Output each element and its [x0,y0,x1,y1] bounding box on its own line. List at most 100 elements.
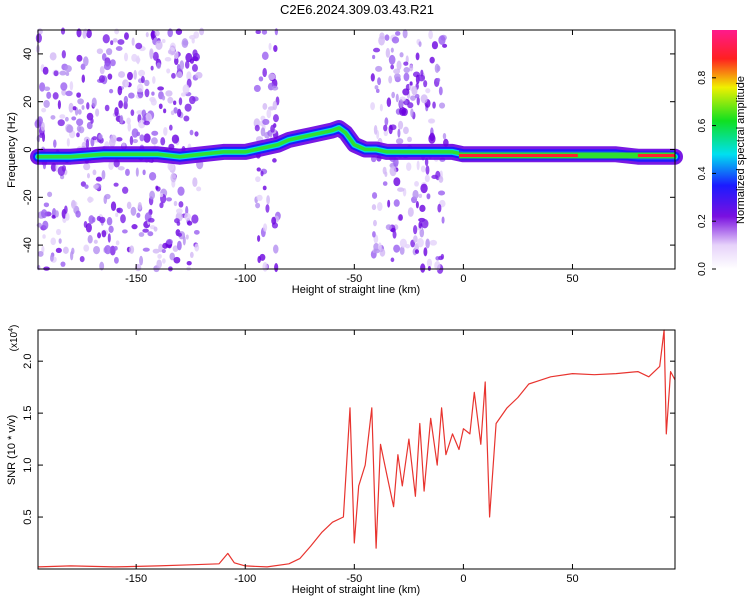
noise-dot [403,126,409,135]
noise-dot [83,56,89,67]
noise-dot [379,103,383,112]
noise-dot [395,31,401,36]
noise-dot [159,202,164,209]
snr-xtick-label: -50 [346,573,362,585]
noise-dot [66,124,74,133]
spectrogram-ytick-label: 20 [22,96,34,108]
noise-dot [149,190,155,200]
noise-dot [60,261,66,267]
noise-dot [59,114,66,119]
noise-dot [262,102,268,110]
noise-dot [383,124,388,132]
noise-dot [148,217,155,223]
noise-dot [194,243,200,252]
noise-dot [55,247,62,254]
noise-dot [39,132,44,139]
noise-dot [177,186,185,196]
noise-dot [390,64,395,70]
noise-dot [185,234,189,240]
noise-dot [407,102,414,109]
noise-dot [159,193,164,198]
noise-dot [256,194,263,201]
noise-dot [415,201,419,209]
noise-dot [86,173,90,179]
noise-dot [424,157,429,167]
noise-dot [384,171,388,177]
noise-dot [65,212,70,221]
noise-dot [40,121,45,132]
noise-dot [114,106,119,117]
noise-dot [425,165,430,175]
noise-dot [138,119,146,129]
noise-dot [135,42,143,50]
noise-dot [436,77,441,83]
noise-dot [130,109,135,116]
noise-dot [401,107,408,116]
noise-dot [404,99,408,106]
noise-dot [176,71,183,78]
noise-dot [155,40,163,50]
noise-dot [88,215,95,224]
noise-dot [142,228,149,233]
noise-dot [403,61,409,66]
noise-dot [417,74,426,82]
noise-dot [156,62,162,69]
noise-dot [98,134,103,140]
spectrogram-ytick-label: 0 [22,146,34,152]
noise-dot [257,256,261,264]
noise-dot [153,226,158,232]
noise-dot [113,182,119,187]
noise-dot [75,210,81,218]
noise-dot [410,95,416,101]
noise-dot [61,50,66,59]
noise-dot [90,117,94,124]
noise-dot [255,202,261,209]
noise-dot [260,127,266,137]
noise-dot [167,162,175,171]
noise-dot [173,256,181,264]
noise-dot [115,240,120,246]
noise-dot [43,202,50,208]
noise-dot [256,167,261,172]
snr-axes: -150 -100 -50 0 50 0.5 1.0 1.5 2.0 [22,330,675,585]
noise-dot [162,242,168,249]
noise-dot [43,99,50,108]
noise-dot [166,238,173,245]
noise-dot [385,224,392,231]
noise-dot [182,84,190,95]
noise-dot [117,85,123,96]
noise-dot [150,30,155,41]
noise-dot [116,137,123,142]
noise-dot [150,137,158,145]
noise-dot [420,165,426,173]
noise-dot [57,119,65,127]
noise-dot [96,216,102,222]
noise-dot [91,97,97,108]
colorbar-gradient [712,30,737,269]
colorbar-tick-label: 0.6 [697,118,708,132]
spectrogram-x-axis-label: Height of straight line (km) [292,284,420,296]
noise-dot [438,102,446,109]
noise-dot [41,107,47,113]
noise-dot [431,174,439,179]
noise-dot [92,136,98,141]
noise-dot [125,168,130,177]
noise-dot [419,204,426,213]
noise-dot [406,162,412,172]
noise-dot [441,216,445,224]
noise-dot [425,238,430,249]
noise-dot [377,201,383,212]
noise-dot [53,70,59,77]
noise-dot [149,48,154,59]
noise-dot [191,64,198,72]
noise-dot [184,212,191,221]
noise-dot [186,261,192,266]
spectrogram-y-axis-label: Frequency (Hz) [6,112,18,188]
noise-dot [420,263,426,273]
noise-dot [155,185,159,190]
noise-dot [108,225,114,233]
noise-dot [79,255,85,263]
noise-dot [426,193,431,200]
noise-dot [432,101,436,109]
noise-dot [418,193,423,198]
